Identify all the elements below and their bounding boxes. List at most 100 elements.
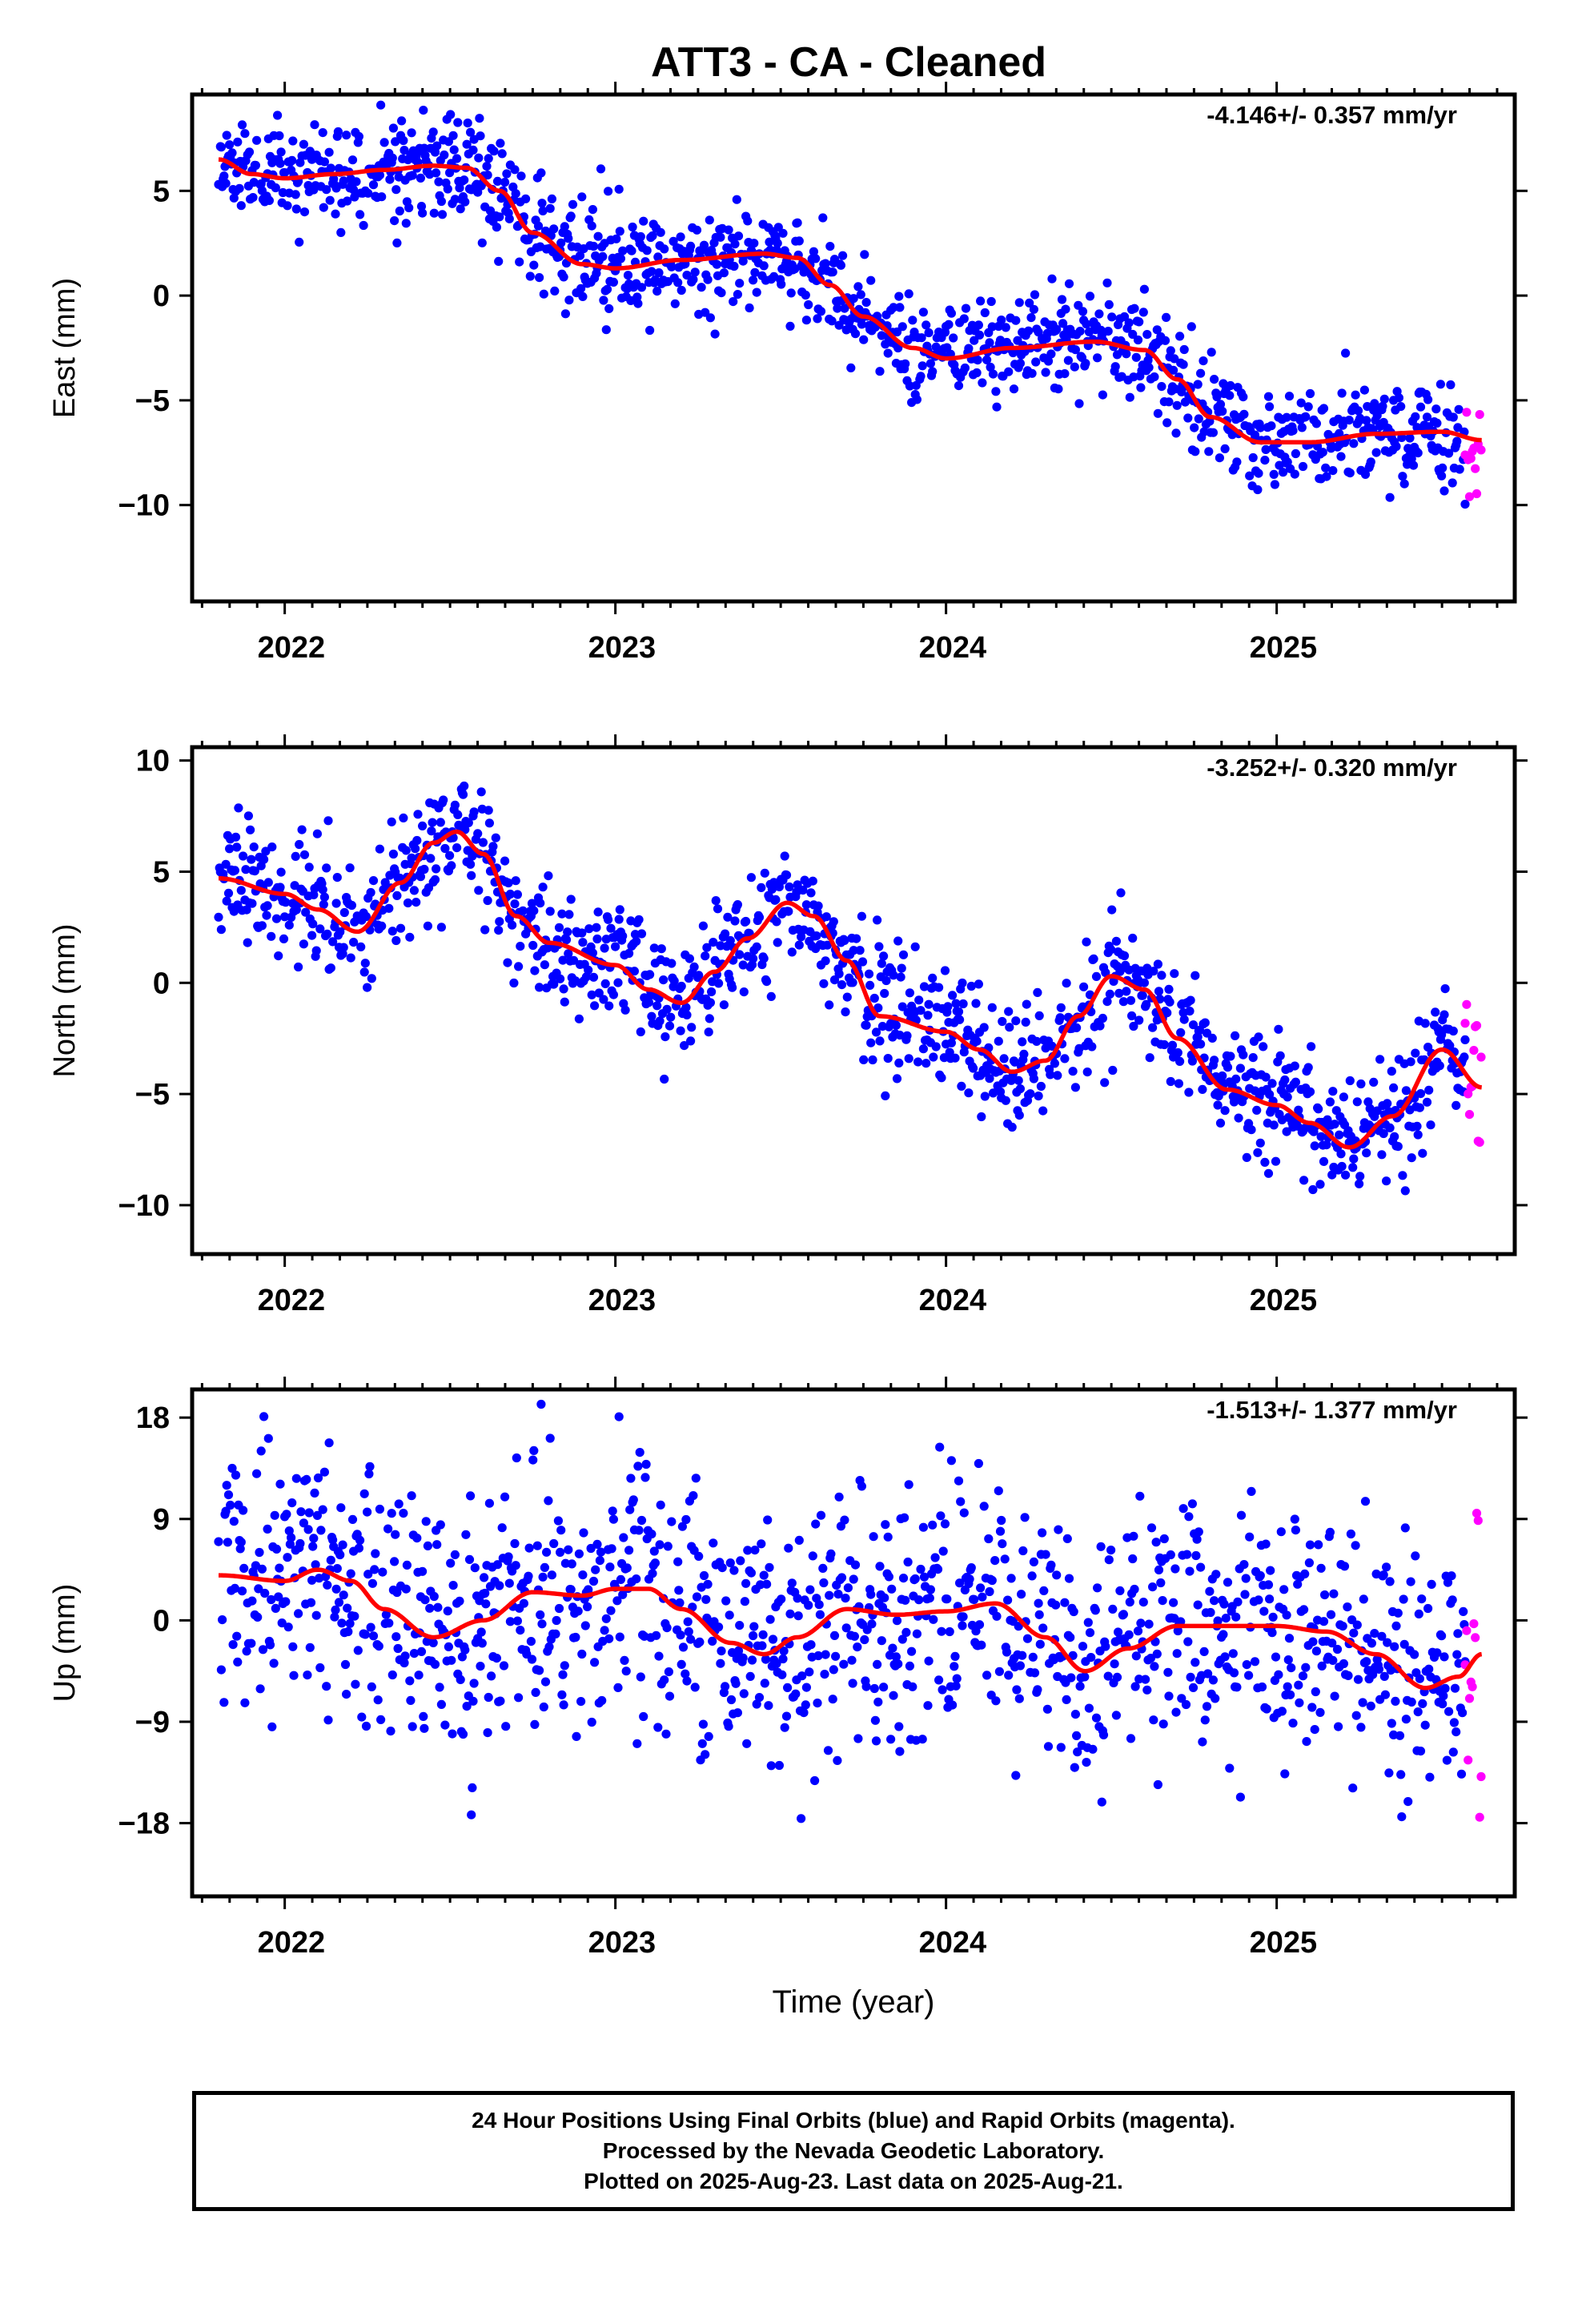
final-orbit-point	[1060, 1054, 1070, 1063]
final-orbit-point	[1406, 1057, 1415, 1067]
final-orbit-point	[1391, 1696, 1400, 1706]
final-orbit-point	[1218, 406, 1227, 416]
final-orbit-point	[1139, 284, 1149, 294]
final-orbit-point	[966, 1563, 976, 1573]
final-orbit-point	[697, 283, 706, 292]
final-orbit-point	[549, 979, 559, 989]
final-orbit-point	[1399, 479, 1409, 489]
final-orbit-point	[333, 127, 343, 137]
final-orbit-point	[1288, 426, 1298, 436]
final-orbit-point	[319, 203, 328, 212]
final-orbit-point	[684, 1626, 693, 1637]
final-orbit-point	[323, 1715, 333, 1725]
final-orbit-point	[1349, 439, 1359, 448]
final-orbit-point	[1193, 1600, 1203, 1610]
final-orbit-point	[440, 843, 450, 854]
final-orbit-point	[1019, 1049, 1029, 1059]
final-orbit-point	[401, 219, 411, 228]
rapid-orbit-point	[1476, 1771, 1486, 1782]
final-orbit-point	[484, 806, 493, 815]
final-orbit-point	[972, 1036, 982, 1046]
final-orbit-point	[237, 120, 247, 130]
final-orbit-point	[283, 1553, 292, 1562]
final-orbit-point	[1305, 1540, 1315, 1550]
final-orbit-point	[681, 1669, 690, 1679]
final-orbit-point	[742, 1739, 752, 1748]
final-orbit-point	[1070, 362, 1079, 372]
final-orbit-point	[316, 1526, 326, 1535]
final-orbit-point	[1269, 1120, 1279, 1130]
final-orbit-point	[566, 211, 576, 221]
final-orbit-point	[1133, 1626, 1143, 1636]
final-orbit-point	[884, 1572, 893, 1582]
final-orbit-point	[907, 1647, 917, 1656]
final-orbit-point	[1267, 1628, 1277, 1638]
final-orbit-point	[1282, 1127, 1291, 1136]
final-orbit-point	[307, 931, 317, 940]
final-orbit-point	[951, 999, 961, 1008]
final-orbit-point	[538, 206, 548, 215]
final-orbit-point	[1239, 1050, 1248, 1059]
final-orbit-point	[1435, 380, 1445, 389]
final-orbit-point	[1215, 453, 1224, 463]
final-orbit-point	[1036, 1081, 1046, 1092]
final-orbit-point	[1349, 1154, 1359, 1164]
final-orbit-point	[682, 1676, 692, 1686]
final-orbit-point	[311, 946, 321, 955]
final-orbit-point	[1186, 1672, 1195, 1682]
final-orbit-point	[1255, 1570, 1265, 1581]
final-orbit-point	[601, 325, 611, 335]
plot-frame	[190, 745, 1517, 1256]
final-orbit-point	[600, 979, 610, 988]
final-orbit-point	[977, 1112, 986, 1122]
final-orbit-point	[677, 1522, 688, 1531]
final-orbit-point	[347, 900, 356, 911]
final-orbit-point	[888, 1643, 897, 1653]
final-orbit-point	[1184, 1088, 1194, 1097]
final-orbit-point	[277, 1618, 287, 1628]
final-orbit-point	[347, 1514, 358, 1524]
final-orbit-point	[857, 1482, 866, 1491]
final-orbit-point	[1253, 1148, 1263, 1157]
final-orbit-point	[750, 1546, 760, 1555]
final-orbit-point	[226, 1500, 235, 1510]
final-orbit-point	[881, 975, 891, 986]
final-orbit-point	[430, 875, 440, 885]
final-orbit-point	[1294, 1105, 1303, 1115]
final-orbit-point	[783, 1683, 793, 1692]
final-orbit-point	[1378, 401, 1387, 411]
final-orbit-point	[592, 1539, 602, 1549]
final-orbit-point	[388, 849, 398, 859]
final-orbit-point	[647, 267, 656, 276]
final-orbit-point	[1022, 1634, 1033, 1643]
final-orbit-point	[762, 977, 772, 987]
final-orbit-point	[338, 1540, 347, 1550]
final-orbit-point	[670, 299, 680, 308]
x-tick-label: 2023	[588, 1284, 656, 1317]
final-orbit-point	[656, 1500, 665, 1510]
final-orbit-point	[436, 923, 447, 932]
final-orbit-point	[1401, 1715, 1411, 1724]
final-orbit-point	[1325, 1527, 1335, 1537]
final-orbit-point	[1403, 1797, 1413, 1807]
final-orbit-point	[420, 1723, 429, 1733]
final-orbit-point	[1154, 1565, 1164, 1574]
final-orbit-point	[707, 987, 717, 997]
final-orbit-point	[219, 171, 229, 181]
final-orbit-point	[1348, 1163, 1358, 1172]
final-orbit-point	[919, 1572, 930, 1582]
final-orbit-point	[1460, 1035, 1470, 1044]
final-orbit-point	[686, 241, 696, 251]
final-orbit-point	[1148, 1582, 1158, 1592]
final-orbit-point	[813, 901, 823, 911]
final-orbit-point	[275, 159, 285, 168]
final-orbit-point	[1420, 1019, 1430, 1028]
final-orbit-point	[1335, 428, 1344, 439]
final-orbit-point	[654, 268, 664, 278]
final-orbit-point	[1046, 349, 1056, 359]
chart-title: ATT3 - CA - Cleaned	[651, 39, 1046, 86]
final-orbit-point	[1395, 1731, 1405, 1740]
final-orbit-point	[1437, 1631, 1447, 1641]
final-orbit-point	[1158, 1596, 1167, 1606]
final-orbit-point	[1338, 1622, 1347, 1631]
